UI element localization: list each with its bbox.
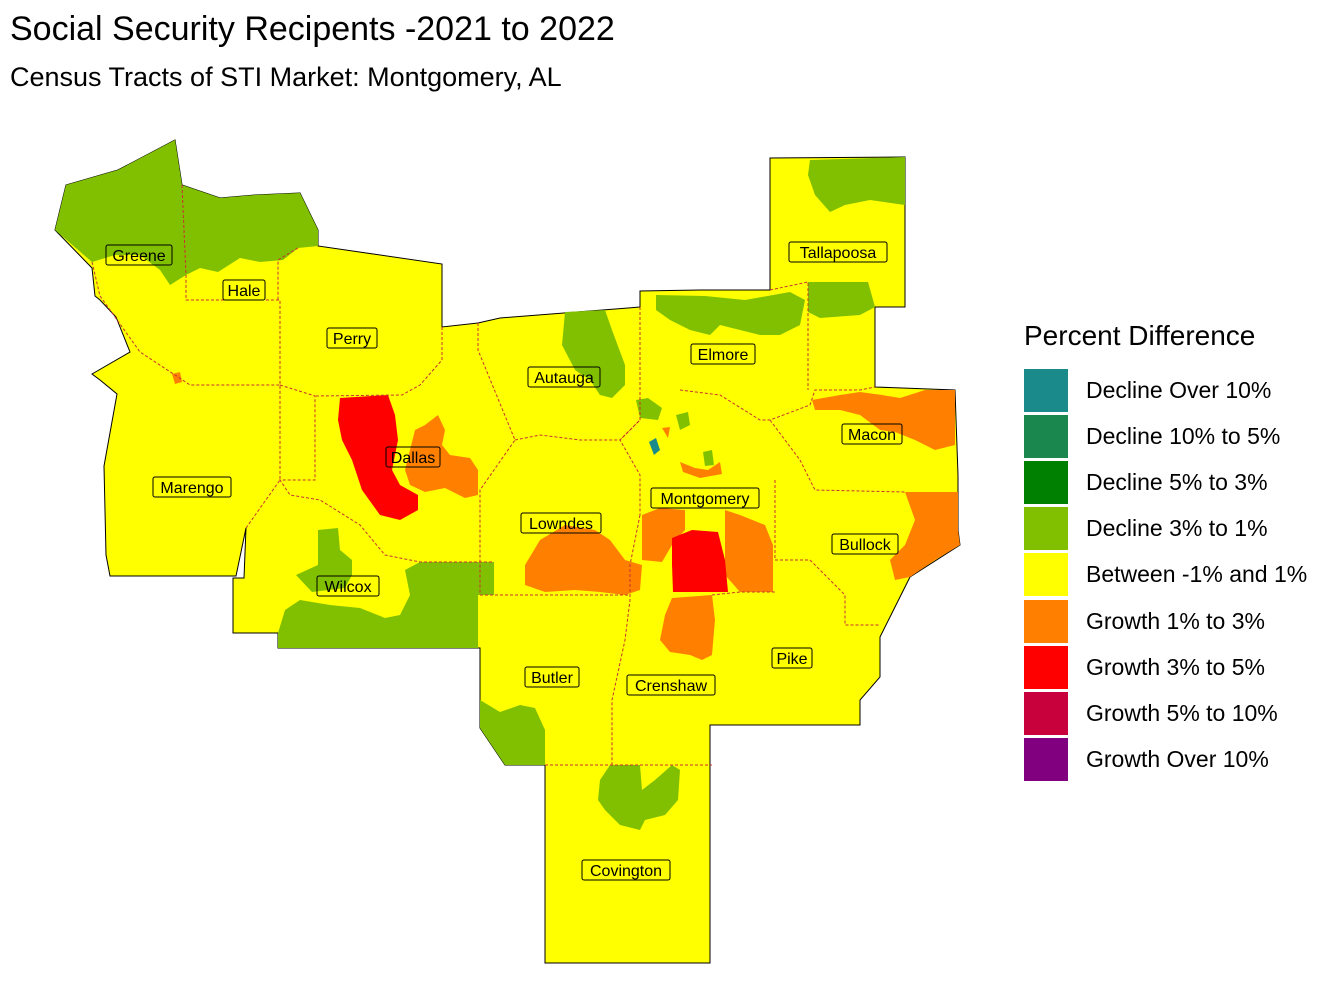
legend-swatch bbox=[1024, 599, 1068, 643]
tract-elmore-north bbox=[656, 292, 805, 335]
county-label-text: Covington bbox=[590, 863, 662, 880]
county-label-perry: Perry bbox=[326, 327, 378, 349]
legend: Percent Difference Decline Over 10% Decl… bbox=[1024, 320, 1339, 783]
county-label-text: Elmore bbox=[698, 347, 749, 364]
legend-label: Growth Over 10% bbox=[1086, 746, 1269, 773]
county-label-text: Tallapoosa bbox=[800, 245, 877, 262]
tract-montgomery-green-2 bbox=[676, 412, 690, 430]
county-label-pike: Pike bbox=[771, 647, 813, 669]
legend-item-growth-5-10: Growth 5% to 10% bbox=[1024, 690, 1339, 736]
tract-montgomery-south bbox=[672, 530, 728, 592]
tract-decline-over-10 bbox=[649, 438, 660, 455]
county-label-text: Montgomery bbox=[661, 491, 750, 508]
county-label-lowndes: Lowndes bbox=[520, 512, 602, 534]
county-label-bullock: Bullock bbox=[831, 533, 899, 555]
legend-swatch bbox=[1024, 691, 1068, 735]
county-label-text: Dallas bbox=[391, 450, 435, 467]
tract-montgomery-small-1 bbox=[680, 462, 722, 478]
county-label-text: Greene bbox=[112, 248, 165, 265]
county-label-elmore: Elmore bbox=[690, 343, 756, 365]
county-label-hale: Hale bbox=[222, 279, 266, 301]
legend-swatch bbox=[1024, 507, 1068, 551]
legend-item-decline-over-10: Decline Over 10% bbox=[1024, 367, 1339, 413]
legend-item-growth-3-5: Growth 3% to 5% bbox=[1024, 644, 1339, 690]
legend-label: Decline 5% to 3% bbox=[1086, 468, 1268, 495]
county-label-text: Wilcox bbox=[324, 579, 371, 596]
legend-item-growth-over-10: Growth Over 10% bbox=[1024, 737, 1339, 783]
county-label-butler: Butler bbox=[524, 666, 580, 688]
legend-label: Growth 1% to 3% bbox=[1086, 607, 1265, 634]
legend-swatch bbox=[1024, 553, 1068, 597]
county-label-marengo: Marengo bbox=[152, 476, 232, 498]
county-label-dallas: Dallas bbox=[385, 446, 441, 468]
legend-title: Percent Difference bbox=[1024, 320, 1256, 351]
legend-swatch bbox=[1024, 368, 1068, 412]
county-label-autauga: Autauga bbox=[527, 366, 601, 388]
tract-dallas-west bbox=[338, 395, 418, 520]
county-label-macon: Macon bbox=[841, 423, 903, 445]
county-label-text: Bullock bbox=[839, 537, 892, 554]
county-label-text: Pike bbox=[776, 651, 807, 668]
tract-crenshaw-north bbox=[660, 595, 715, 660]
tract-lowndes bbox=[525, 525, 642, 595]
county-label-greene: Greene bbox=[105, 244, 173, 266]
tract-autauga bbox=[562, 310, 625, 398]
tract-montgomery-west bbox=[642, 508, 685, 562]
growth-3-5-tracts bbox=[338, 395, 728, 592]
tract-tallapoosa-top bbox=[808, 157, 905, 212]
county-label-crenshaw: Crenshaw bbox=[626, 674, 716, 696]
map-subtitle: Census Tracts of STI Market: Montgomery,… bbox=[10, 62, 562, 92]
county-label-montgomery: Montgomery bbox=[650, 487, 760, 509]
county-label-text: Hale bbox=[228, 283, 261, 300]
growth-1-3-tracts bbox=[172, 372, 960, 660]
legend-label: Decline 10% to 5% bbox=[1086, 422, 1281, 449]
legend-label: Decline 3% to 1% bbox=[1086, 515, 1268, 542]
county-label-tallapoosa: Tallapoosa bbox=[788, 241, 888, 263]
tract-wilcox-south bbox=[278, 562, 494, 648]
tract-covington bbox=[598, 765, 680, 830]
legend-label: Decline Over 10% bbox=[1086, 376, 1272, 403]
tract-montgomery-small-2 bbox=[662, 427, 670, 438]
county-label-text: Perry bbox=[333, 331, 371, 348]
county-label-text: Lowndes bbox=[529, 516, 593, 533]
tract-montgomery-east bbox=[725, 510, 773, 592]
tract-tallapoosa-mid bbox=[808, 282, 875, 318]
legend-label: Growth 5% to 10% bbox=[1086, 699, 1278, 726]
legend-label: Growth 3% to 5% bbox=[1086, 653, 1265, 680]
tract-bullock-east bbox=[890, 492, 960, 580]
county-label-text: Macon bbox=[848, 427, 896, 444]
legend-item-growth-1-3: Growth 1% to 3% bbox=[1024, 598, 1339, 644]
legend-item-decline-10-5: Decline 10% to 5% bbox=[1024, 413, 1339, 459]
tract-montgomery-green-1 bbox=[636, 398, 662, 420]
tract-macon-east bbox=[812, 390, 955, 450]
legend-label: Between -1% and 1% bbox=[1086, 561, 1308, 588]
legend-item-decline-5-3: Decline 5% to 3% bbox=[1024, 459, 1339, 505]
market-area bbox=[54, 139, 961, 964]
county-label-text: Marengo bbox=[160, 480, 223, 497]
legend-swatch bbox=[1024, 414, 1068, 458]
tract-greene-hale bbox=[55, 140, 318, 285]
choropleth-map: Greene Hale Perry Marengo Dallas Wilcox … bbox=[54, 139, 961, 964]
legend-swatch bbox=[1024, 738, 1068, 782]
county-label-text: Crenshaw bbox=[635, 678, 707, 695]
decline-3-1-tracts bbox=[55, 140, 905, 830]
map-title: Social Security Recipents -2021 to 2022 bbox=[10, 10, 615, 48]
county-label-wilcox: Wilcox bbox=[316, 575, 380, 597]
legend-item-between: Between -1% and 1% bbox=[1024, 552, 1339, 598]
tract-butler-sw bbox=[480, 700, 545, 765]
legend-swatch bbox=[1024, 460, 1068, 504]
county-label-text: Autauga bbox=[534, 370, 594, 387]
county-labels: Greene Hale Perry Marengo Dallas Wilcox … bbox=[105, 241, 903, 881]
tract-dallas-east bbox=[405, 415, 478, 498]
legend-swatch bbox=[1024, 645, 1068, 689]
county-label-covington: Covington bbox=[581, 859, 671, 881]
tract-montgomery-green-3 bbox=[703, 450, 714, 466]
county-label-text: Butler bbox=[531, 670, 573, 687]
legend-item-decline-3-1: Decline 3% to 1% bbox=[1024, 506, 1339, 552]
